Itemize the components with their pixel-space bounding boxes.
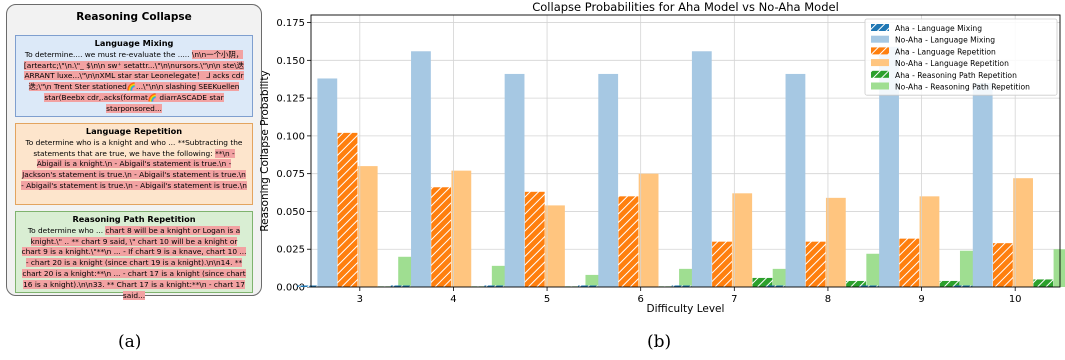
x-tick-label: 4 [450,294,456,305]
y-axis-label: Reasoning Collapse Probability [259,70,271,231]
bar [752,277,773,287]
bar [317,78,338,287]
reasoning-path-repetition-box: Reasoning Path Repetition To determine w… [15,211,253,300]
panel-title: Reasoning Collapse [76,11,192,23]
x-tick-label: 3 [357,294,363,305]
legend-label: No-Aha - Language Repetition [895,59,1009,68]
bar [972,83,993,287]
reasoning-collapse-panel: Reasoning Collapse Language Mixing To de… [6,4,262,300]
bar [691,51,712,288]
bar [431,187,452,287]
legend-swatch [871,59,889,67]
caption-b: (b) [647,332,672,352]
language-mixing-plain: To determine.... we must re-evaluate the… [24,49,190,59]
language-mixing-text: To determine.... we must re-evaluate the… [20,49,248,115]
bar [899,238,920,287]
bar [598,73,619,287]
legend-box [864,18,1058,96]
bar [1053,249,1065,287]
caption-a: (a) [118,332,142,352]
y-tick-label: 0.175 [276,18,305,29]
language-repetition-title: Language Repetition [85,126,183,136]
reasoning-path-repetition-text: To determine who ... chart 8 will be a k… [20,225,248,302]
bar [1033,279,1054,287]
y-tick-label: 0.075 [276,169,305,180]
legend-swatch [871,82,889,90]
x-tick-label: 9 [918,294,924,305]
bar [825,197,846,287]
bar [785,73,806,287]
legend-label: Aha - Reasoning Path Repetition [895,71,1017,80]
x-tick-label: 6 [638,294,644,305]
bar [1013,178,1033,287]
collapse-probability-chart: 0.000 0.025 0.050 0.075 0.100 0.125 0.150 0.175… [259,0,1065,315]
y-tick-label: 0.125 [276,94,305,105]
legend-swatch [871,70,889,78]
legend-label: No-Aha - Language Mixing [895,36,995,45]
y-tick-label: 0.025 [276,245,305,256]
bar [712,241,732,287]
bar [939,280,960,287]
bar [504,73,525,287]
bar [765,285,786,287]
bar [337,132,358,287]
bar [524,191,545,287]
bar [879,46,899,287]
bar [578,285,598,287]
legend-swatch [871,24,889,31]
y-tick-label: 0.000 [276,283,305,294]
x-tick-label: 10 [1009,294,1022,305]
y-tick-label: 0.100 [276,131,305,142]
x-tick-label: 8 [825,294,831,305]
reasoning-path-repetition-title: Reasoning Path Repetition [72,214,196,224]
bar [411,51,431,288]
y-tick-label: 0.150 [276,56,305,67]
language-repetition-plain: To determine who is a knight and who ...… [25,137,243,158]
bar [484,285,505,287]
language-repetition-text: To determine who is a knight and who ...… [20,138,248,192]
bar [390,285,411,287]
bar [357,166,378,287]
language-mixing-box: Language Mixing To determine.... we must… [15,35,253,117]
bar [858,285,879,287]
legend-swatch [871,35,889,43]
bar [732,193,753,287]
bar [451,170,472,287]
bar [846,280,866,287]
x-tick-label: 5 [544,294,550,305]
bar [545,205,565,287]
language-repetition-box: Language Repetition To determine who is … [15,123,253,205]
y-tick-label: 0.050 [276,207,305,218]
legend-label: Aha - Language Mixing [895,24,982,33]
bar [297,285,318,287]
x-tick-label: 7 [731,294,737,305]
reasoning-path-repetition-plain: To determine who ... [27,225,104,235]
plot-frame [310,14,1061,288]
chart-title: Collapse Probabilities for Aha Model vs … [532,0,839,14]
bar [638,173,659,287]
legend-label: Aha - Language Repetition [895,47,996,56]
bar [952,285,973,287]
language-mixing-title: Language Mixing [94,38,174,48]
bar [992,243,1013,287]
bar [919,196,940,287]
bar [805,241,826,287]
bar [618,196,639,287]
x-axis-label: Difficulty Level [647,303,725,315]
legend-swatch [871,47,889,55]
reasoning-path-repetition-highlight: chart 8 will be a knight or Logan is a k… [21,225,247,300]
bar [671,285,692,287]
legend-label: No-Aha - Reasoning Path Repetition [895,83,1030,92]
